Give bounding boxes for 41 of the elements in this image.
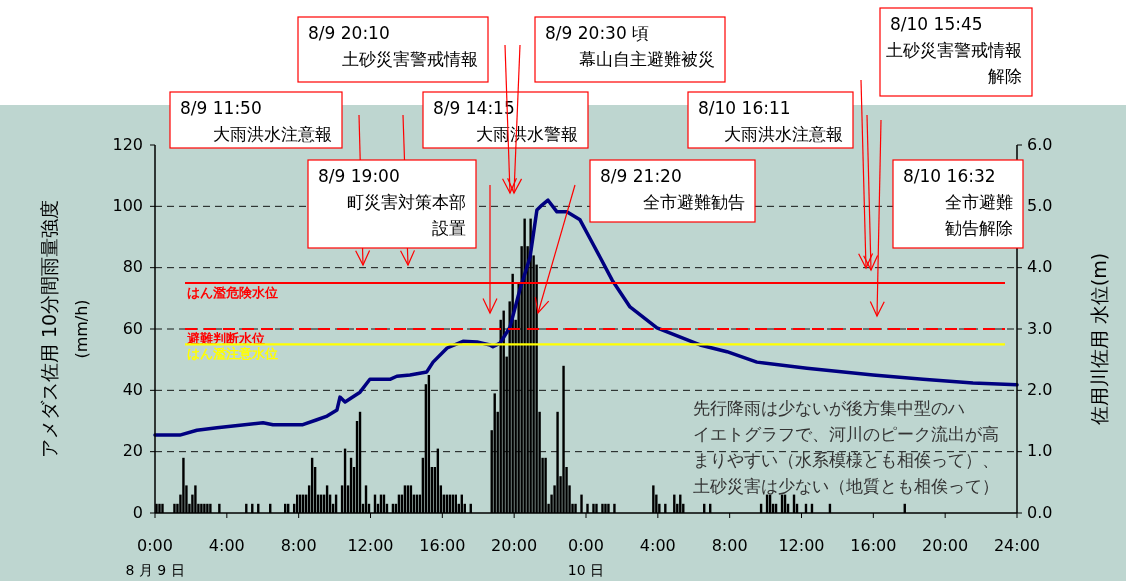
y-tick-label: 40 (122, 379, 143, 399)
y2-tick-label: 5.0 (1027, 195, 1053, 215)
y-tick-label: 0 (132, 502, 143, 522)
y-tick-label: 80 (122, 257, 143, 277)
y-axis-title: アメダス佐用 10分間雨量強度 (mm/h) (37, 199, 91, 459)
text: 8/9 20:30 頃幕山自主避難被災 (545, 23, 715, 69)
text: 8/10 15:45 土砂災害警戒情報解除 (886, 14, 1022, 86)
x-tick-label: 16:00 (419, 536, 466, 555)
x-tick-label: 20:00 (922, 536, 969, 555)
x-tick-label: 16:00 (850, 536, 897, 555)
x-tick-label: 0:00 10 日 (567, 536, 605, 578)
ref-line-label: はん濫危険水位 (187, 285, 278, 300)
y2-axis-title: 佐用川佐用 水位(m) (1087, 252, 1110, 426)
ref-line-label: はん濫注意水位 (187, 346, 278, 362)
y2-tick-label: 0.0 (1027, 502, 1053, 522)
x-tick-label: 8:00 (280, 536, 317, 555)
y2-tick-label: 6.0 (1027, 134, 1053, 154)
x-tick-label: 4:00 (208, 536, 245, 555)
y-tick-label: 20 (122, 441, 143, 461)
annotation: 8/10 16:32 全市避難勧告解除 (903, 166, 1013, 238)
x-tick-label: 12:00 (778, 536, 825, 555)
text: 8/9 11:50 大雨洪水注意報 (180, 98, 332, 144)
x-tick-label: 4:00 (639, 536, 676, 555)
x-tick-label: 20:00 (491, 536, 538, 555)
x-tick-label: 0:00 8 月 9 日 (125, 536, 185, 578)
y-tick-label: 120 (112, 134, 143, 154)
y2-tick-label: 4.0 (1027, 257, 1053, 277)
x-tick-label: 24:00 (993, 536, 1041, 555)
y2-tick-label: 3.0 (1027, 318, 1053, 338)
annotation: 8/9 19:00 町災害対策本部設置 (318, 166, 466, 238)
y-tick-label: 100 (112, 195, 143, 215)
x-tick-label: 8:00 (711, 536, 748, 555)
text: 8/10 16:11 大雨洪水注意報 (698, 98, 843, 144)
text: 8/9 20:10 土砂災害警戒情報 (308, 23, 478, 69)
ref-line-label: 避難判断水位 (186, 331, 265, 346)
y2-tick-label: 1.0 (1027, 441, 1053, 461)
annotation: 8/9 21:20 全市避難勧告 (600, 166, 745, 212)
y-tick-label: 60 (122, 318, 143, 338)
x-tick-label: 12:00 (347, 536, 394, 555)
y2-tick-label: 2.0 (1027, 379, 1053, 399)
annotation: 先行降雨は少ないが後方集中型のハイエトグラフで、河川のピーク流出が高まりやすい（水系模様とも相俟って）、土砂災害は少ない（地質とも相俟って） (693, 399, 999, 496)
